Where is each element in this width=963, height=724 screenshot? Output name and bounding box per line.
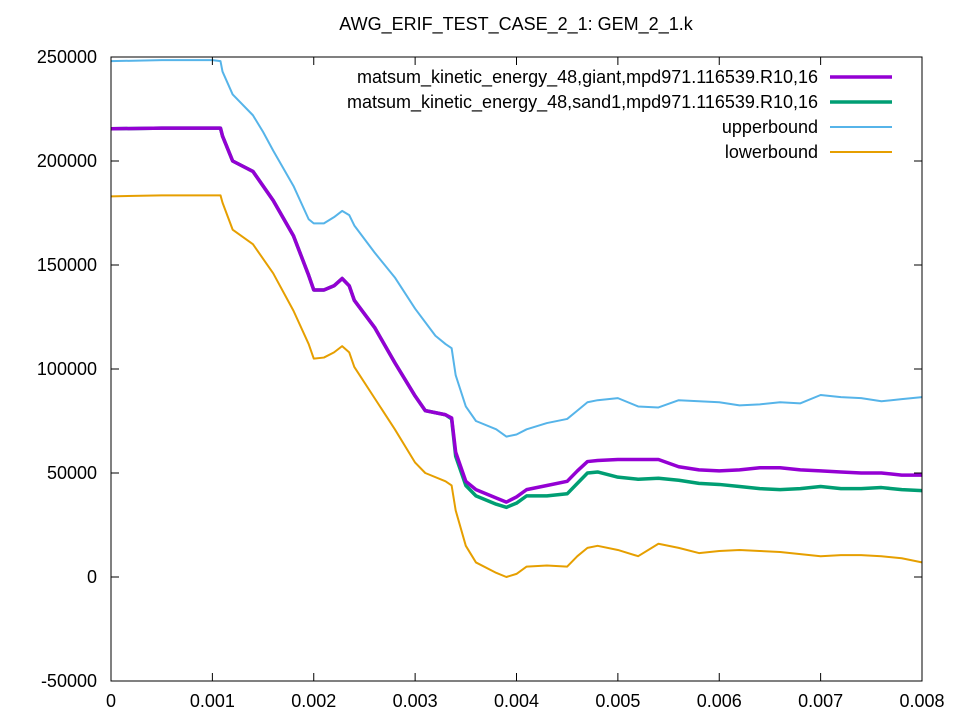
x-tick-label: 0.001 [190, 691, 235, 711]
series-line-2 [111, 59, 922, 438]
x-tick-label: 0.002 [291, 691, 336, 711]
y-tick-label: 200000 [37, 151, 97, 171]
y-tick-label: 150000 [37, 255, 97, 275]
legend-label: lowerbound [725, 142, 818, 162]
x-axis: 0 0.001 0.002 0.003 0.004 0.005 0.006 0.007 0.00… [106, 57, 945, 711]
y-tick-label: -50000 [41, 671, 97, 691]
y-tick-label: 0 [87, 567, 97, 587]
x-tick-label: 0.006 [697, 691, 742, 711]
y-tick-label: 250000 [37, 47, 97, 67]
series-line-0 [111, 126, 922, 504]
legend: matsum_kinetic_energy_48,giant,mpd971.11… [347, 67, 892, 162]
series-line-3 [111, 194, 922, 578]
x-tick-label: 0.005 [595, 691, 640, 711]
x-tick-label: 0.004 [494, 691, 539, 711]
series-layer [111, 59, 922, 578]
legend-label: matsum_kinetic_energy_48,giant,mpd971.11… [357, 67, 818, 88]
x-tick-label: 0.007 [798, 691, 843, 711]
x-tick-label: 0.003 [393, 691, 438, 711]
x-tick-label: 0.008 [899, 691, 944, 711]
chart-title: AWG_ERIF_TEST_CASE_2_1: GEM_2_1.k [339, 14, 693, 35]
legend-label: matsum_kinetic_energy_48,sand1,mpd971.11… [347, 92, 818, 113]
y-axis: -50000 0 50000 100000 150000 200000 250000 [37, 47, 922, 691]
y-tick-label: 50000 [47, 463, 97, 483]
series-line-1 [111, 126, 922, 510]
legend-label: upperbound [722, 117, 818, 137]
x-tick-label: 0 [106, 691, 116, 711]
y-tick-label: 100000 [37, 359, 97, 379]
